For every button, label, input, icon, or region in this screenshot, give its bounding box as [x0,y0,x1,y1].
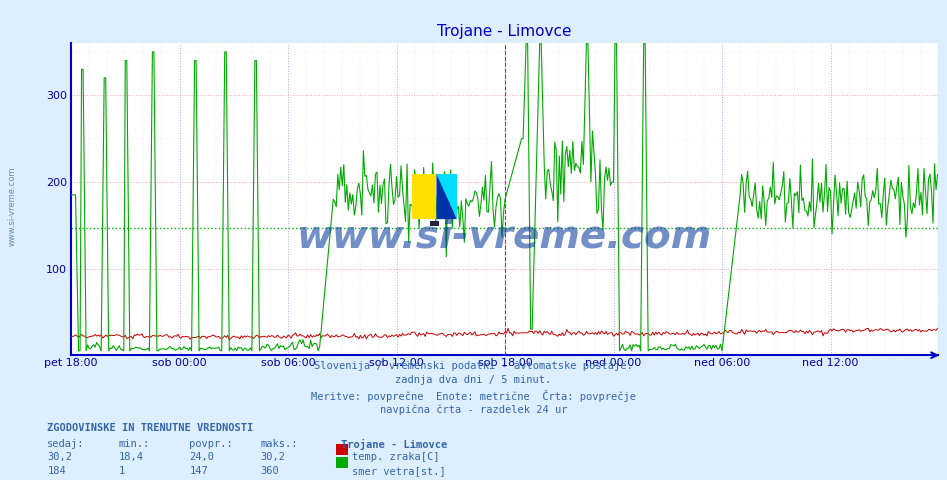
Title: Trojane - Limovce: Trojane - Limovce [437,24,572,39]
Text: Trojane - Limovce: Trojane - Limovce [341,439,447,450]
Text: temp. zraka[C]: temp. zraka[C] [352,452,439,462]
Text: 30,2: 30,2 [260,452,285,462]
Text: sedaj:: sedaj: [47,439,85,449]
Polygon shape [437,174,456,219]
Text: smer vetra[st.]: smer vetra[st.] [352,466,446,476]
Text: 18,4: 18,4 [118,452,143,462]
Text: povpr.:: povpr.: [189,439,233,449]
Bar [412,174,437,219]
Text: 30,2: 30,2 [47,452,72,462]
Text: zadnja dva dni / 5 minut.: zadnja dva dni / 5 minut. [396,375,551,385]
Text: 1: 1 [118,466,125,476]
Text: ZGODOVINSKE IN TRENUTNE VREDNOSTI: ZGODOVINSKE IN TRENUTNE VREDNOSTI [47,423,254,433]
Text: Slovenija / vremenski podatki - avtomatske postaje.: Slovenija / vremenski podatki - avtomats… [314,361,633,371]
Text: 24,0: 24,0 [189,452,214,462]
Polygon shape [437,174,456,219]
Bar [430,221,438,226]
Text: min.:: min.: [118,439,150,449]
Text: www.si-vreme.com: www.si-vreme.com [296,217,712,256]
Text: www.si-vreme.com: www.si-vreme.com [8,167,17,246]
Text: 147: 147 [189,466,208,476]
Text: navpična črta - razdelek 24 ur: navpična črta - razdelek 24 ur [380,404,567,415]
Text: maks.:: maks.: [260,439,298,449]
Text: 360: 360 [260,466,279,476]
Text: Meritve: povprečne  Enote: metrične  Črta: povprečje: Meritve: povprečne Enote: metrične Črta:… [311,390,636,402]
Text: 184: 184 [47,466,66,476]
